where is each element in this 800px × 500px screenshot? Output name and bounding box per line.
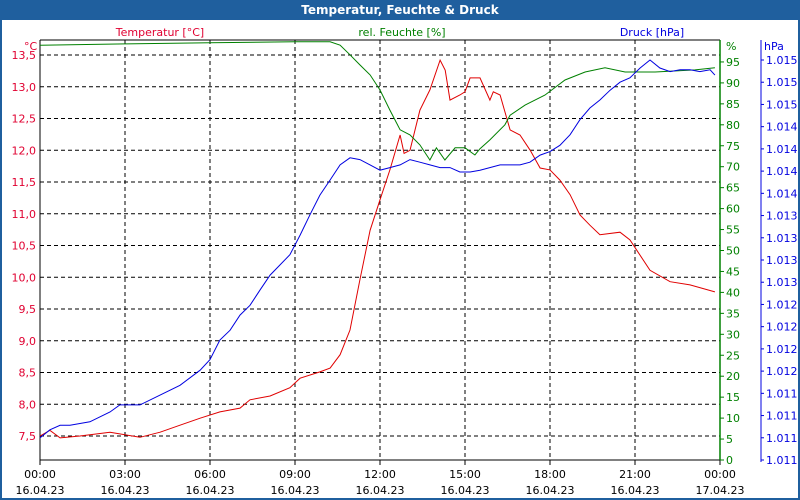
humidity-tick-label: 95	[726, 56, 740, 69]
humidity-tick-label: 5	[726, 433, 733, 446]
temp-tick-label: 12,5	[12, 113, 37, 126]
window-title: Temperatur, Feuchte & Druck	[301, 3, 499, 17]
pressure-tick-label: 1.014	[766, 187, 798, 200]
temp-axis-title: Temperatur [°C]	[115, 26, 204, 39]
temp-tick-label: 8,5	[19, 367, 37, 380]
humidity-tick-label: 45	[726, 265, 740, 278]
pressure-tick-label: 1.011	[766, 432, 798, 445]
x-tick-date: 16.04.23	[611, 484, 660, 497]
x-tick-date: 16.04.23	[271, 484, 320, 497]
temp-tick-label: 11,5	[12, 176, 37, 189]
x-tick-date: 16.04.23	[526, 484, 575, 497]
pressure-tick-label: 1.011	[766, 454, 798, 467]
humidity-tick-label: 20	[726, 370, 740, 383]
x-tick-date: 16.04.23	[16, 484, 65, 497]
x-tick-time: 00:00	[704, 468, 736, 481]
humidity-tick-label: 55	[726, 224, 740, 237]
humidity-tick-label: 65	[726, 182, 740, 195]
humidity-tick-label: 25	[726, 349, 740, 362]
temp-tick-label: 13,5	[12, 49, 37, 62]
pressure-tick-label: 1.012	[766, 343, 798, 356]
pressure-tick-label: 1.014	[766, 165, 798, 178]
pressure-tick-label: 1.015	[766, 54, 798, 67]
pressure-axis-title: Druck [hPa]	[620, 26, 684, 39]
x-tick-date: 16.04.23	[441, 484, 490, 497]
chart-panel	[2, 20, 798, 498]
grid	[40, 40, 720, 460]
pressure-tick-label: 1.013	[766, 254, 798, 267]
humidity-tick-label: 60	[726, 203, 740, 216]
humidity-tick-label: 85	[726, 98, 740, 111]
pressure-tick-label: 1.014	[766, 143, 798, 156]
pressure-tick-label: 1.012	[766, 321, 798, 334]
x-tick-time: 00:00	[24, 468, 56, 481]
humidity-tick-label: 75	[726, 140, 740, 153]
temp-tick-label: 8,0	[19, 398, 37, 411]
temp-tick-label: 10,0	[12, 271, 37, 284]
x-tick-date: 16.04.23	[101, 484, 150, 497]
temp-tick-label: 13,0	[12, 81, 37, 94]
humidity-tick-label: 10	[726, 412, 740, 425]
pressure-tick-label: 1.011	[766, 410, 798, 423]
series-line-temp	[39, 58, 716, 439]
pressure-tick-label: 1.013	[766, 232, 798, 245]
temp-tick-label: 7,5	[19, 430, 37, 443]
series-line-hum	[39, 41, 715, 161]
humidity-tick-label: 40	[726, 286, 740, 299]
x-tick-date: 17.04.23	[696, 484, 745, 497]
axis-labels: 13,5 13,0 12,5 12,0 11,5 11,0 10,5 10,0 9,5 9,0 8,…	[12, 26, 798, 497]
x-tick-time: 15:00	[449, 468, 481, 481]
humidity-tick-label: 0	[726, 454, 733, 467]
temp-tick-label: 11,0	[12, 208, 37, 221]
series-line-press	[39, 59, 716, 439]
pressure-tick-label: 1.012	[766, 298, 798, 311]
x-tick-time: 03:00	[109, 468, 141, 481]
x-tick-time: 12:00	[364, 468, 396, 481]
temp-tick-label: 12,0	[12, 144, 37, 157]
x-tick-time: 09:00	[279, 468, 311, 481]
x-tick-time: 21:00	[619, 468, 651, 481]
x-tick-time: 06:00	[194, 468, 226, 481]
temp-tick-label: 10,5	[12, 240, 37, 253]
pressure-tick-label: 1.013	[766, 276, 798, 289]
pressure-tick-label: 1.013	[766, 210, 798, 223]
pressure-tick-label: 1.015	[766, 98, 798, 111]
pressure-tick-label: 1.011	[766, 387, 798, 400]
humidity-tick-label: 15	[726, 391, 740, 404]
humidity-tick-label: 80	[726, 119, 740, 132]
pressure-tick-label: 1.012	[766, 365, 798, 378]
pressure-tick-label: 1.015	[766, 76, 798, 89]
humidity-tick-label: 35	[726, 307, 740, 320]
series-lines	[39, 41, 716, 439]
x-tick-date: 16.04.23	[186, 484, 235, 497]
humidity-tick-label: 70	[726, 161, 740, 174]
pressure-unit: hPa	[764, 40, 784, 53]
axes	[39, 39, 764, 465]
humidity-axis-title: rel. Feuchte [%]	[358, 26, 445, 39]
temp-tick-label: 9,0	[19, 335, 37, 348]
pressure-tick-label: 1.014	[766, 121, 798, 134]
x-tick-time: 18:00	[534, 468, 566, 481]
temp-unit: °C	[24, 40, 38, 53]
humidity-unit: %	[726, 40, 736, 53]
humidity-tick-label: 30	[726, 328, 740, 341]
temp-tick-label: 9,5	[19, 303, 37, 316]
humidity-tick-label: 50	[726, 245, 740, 258]
x-tick-date: 16.04.23	[356, 484, 405, 497]
humidity-tick-label: 90	[726, 77, 740, 90]
